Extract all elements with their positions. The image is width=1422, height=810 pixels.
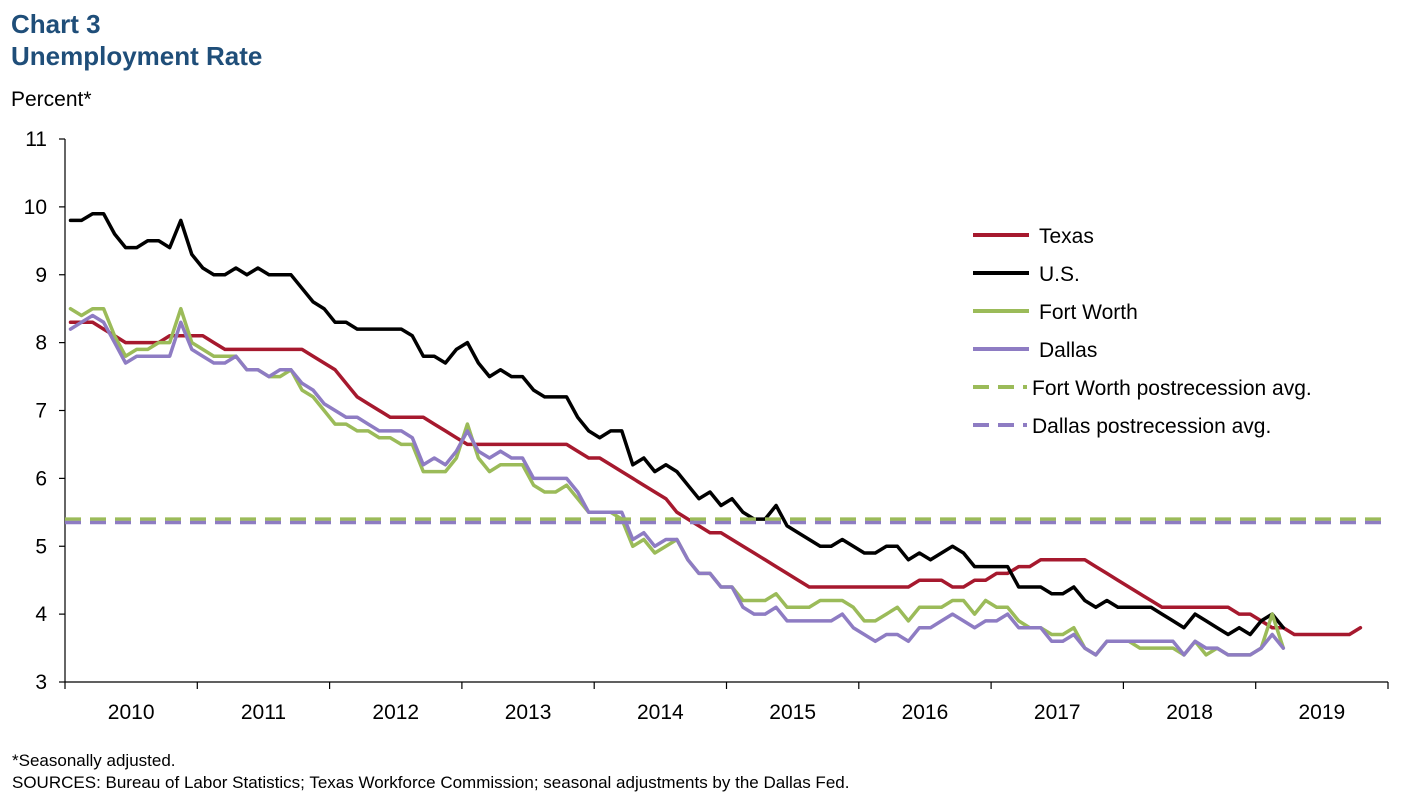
x-tick-label: 2013 xyxy=(505,701,552,724)
y-tick-label: 4 xyxy=(35,603,47,626)
y-tick-label: 10 xyxy=(24,196,47,219)
x-tick-label: 2015 xyxy=(769,701,816,724)
y-tick-label: 7 xyxy=(35,400,47,423)
x-tick-label: 2014 xyxy=(637,701,684,724)
footnotes: *Seasonally adjusted. SOURCES: Bureau of… xyxy=(12,750,849,794)
y-tick-label: 3 xyxy=(35,671,47,694)
y-tick-label: 11 xyxy=(25,128,47,151)
legend-label-dallas-postrecession-avg: Dallas postrecession avg. xyxy=(1032,415,1271,438)
x-tick-label: 2016 xyxy=(902,701,949,724)
x-tick-label: 2017 xyxy=(1034,701,1081,724)
series-line-u-s xyxy=(68,211,1286,637)
y-tick-label: 6 xyxy=(35,467,47,490)
x-tick-label: 2019 xyxy=(1298,701,1345,724)
x-tick-label: 2011 xyxy=(241,701,286,724)
series-line-texas xyxy=(68,320,1363,637)
x-tick-label: 2010 xyxy=(108,701,155,724)
y-axis-label: Percent* xyxy=(11,88,92,111)
chart-number: Chart 3 xyxy=(11,9,101,39)
line-chart: 3 4 5 6 7 8 9 10 11 2010 2011 2012 2013 2014 2015 2016 2… xyxy=(24,128,1389,724)
legend-label-dallas: Dallas xyxy=(1039,339,1097,362)
legend-label-texas: Texas xyxy=(1039,225,1094,248)
legend-label-u-s: U.S. xyxy=(1039,263,1080,286)
x-tick-label: 2018 xyxy=(1166,701,1213,724)
x-tick-label: 2012 xyxy=(372,701,419,724)
y-tick-label: 8 xyxy=(35,332,47,355)
series-line-dallas xyxy=(68,313,1286,657)
footnote-sources: SOURCES: Bureau of Labor Statistics; Tex… xyxy=(12,773,850,792)
y-tick-label: 9 xyxy=(35,264,47,287)
title-block: Chart 3 Unemployment Rate xyxy=(11,8,262,72)
y-tick-label: 5 xyxy=(35,535,47,558)
footnote-seasonal: *Seasonally adjusted. xyxy=(12,751,176,770)
legend-label-fort-worth: Fort Worth xyxy=(1039,301,1138,324)
legend-label-fort-worth-postrecession-avg: Fort Worth postrecession avg. xyxy=(1032,377,1312,400)
chart-title: Unemployment Rate xyxy=(11,41,263,71)
